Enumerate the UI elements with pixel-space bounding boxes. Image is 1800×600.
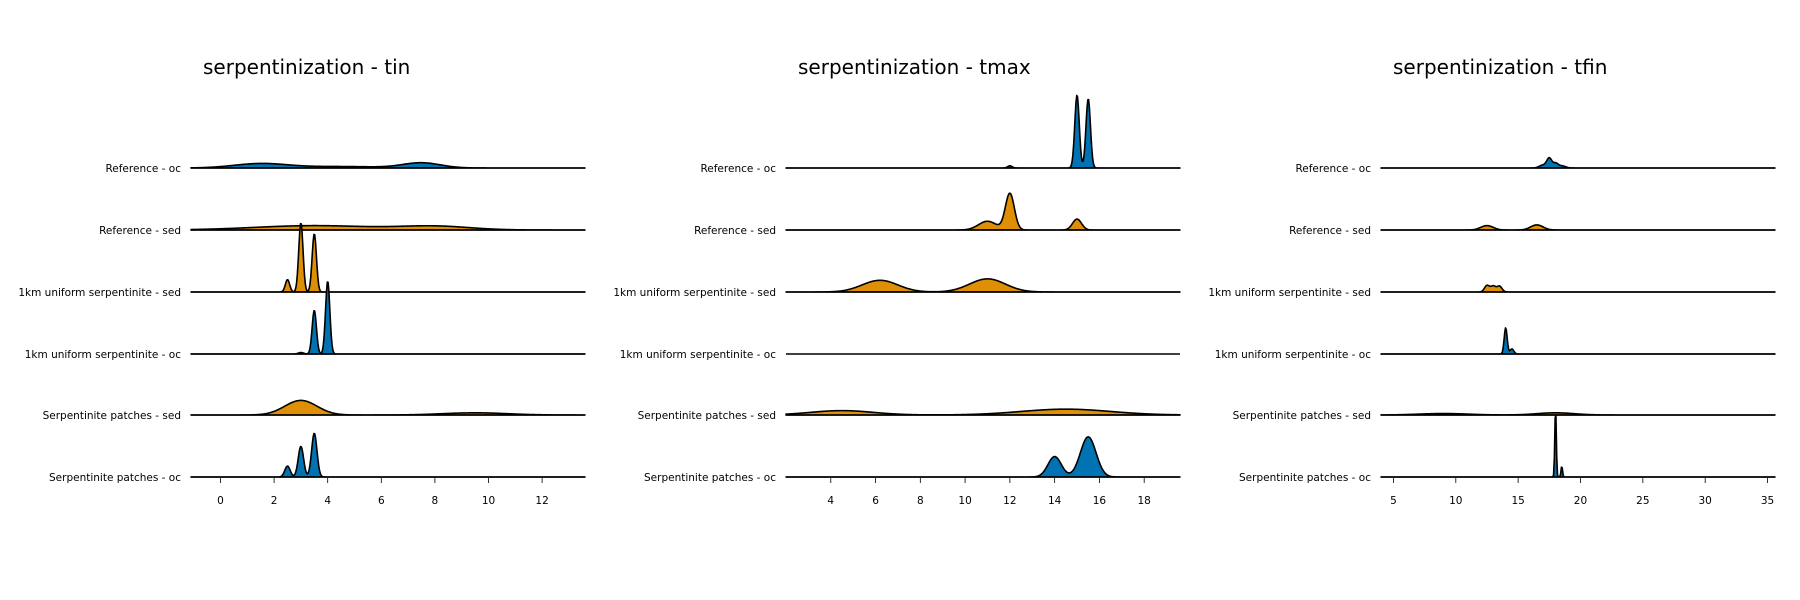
density-curve	[190, 281, 586, 355]
ridge-reference-sed: Reference - sed	[99, 224, 586, 237]
row-label: Reference - oc	[105, 163, 181, 175]
row-label: 1km uniform serpentinite - oc	[25, 349, 181, 361]
x-axis: 5 10 15 20 25 30 35	[1390, 478, 1774, 507]
row-label: Serpentinite patches - sed	[638, 410, 776, 422]
x-tick-label: 12	[1003, 495, 1016, 507]
row-label: 1km uniform serpentinite - sed	[1208, 287, 1371, 299]
panel-title: serpentinization - tin	[203, 55, 410, 79]
row-label: 1km uniform serpentinite - oc	[620, 349, 776, 361]
ridge-1km-uniform-serpentinite-sed: 1km uniform serpentinite - sed	[613, 278, 1181, 299]
ridge-serpentinite-patches-oc: Serpentinite patches - oc	[644, 436, 1181, 484]
ridge-1km-uniform-serpentinite-sed: 1km uniform serpentinite - sed	[18, 222, 586, 299]
ridge-reference-sed: Reference - sed	[1289, 224, 1776, 237]
density-curve	[190, 399, 586, 416]
ridge-serpentinite-patches-sed: Serpentinite patches - sed	[1233, 410, 1776, 422]
x-tick-label: 18	[1137, 495, 1150, 507]
ridge-1km-uniform-serpentinite-sed: 1km uniform serpentinite - sed	[1208, 284, 1776, 299]
density-curve	[785, 192, 1181, 231]
row-label: Serpentinite patches - sed	[43, 410, 181, 422]
x-axis: 0 2 4 6 8 10 12	[217, 478, 549, 507]
ridge-reference-oc: Reference - oc	[1295, 156, 1776, 175]
ridge-serpentinite-patches-oc: Serpentinite patches - oc	[1239, 415, 1776, 484]
x-tick-label: 15	[1511, 495, 1524, 507]
x-tick-label: 5	[1390, 495, 1397, 507]
row-label: 1km uniform serpentinite - sed	[613, 287, 776, 299]
x-tick-label: 8	[917, 495, 924, 507]
row-label: 1km uniform serpentinite - sed	[18, 287, 181, 299]
panel-2: serpentinization - tmax Reference - oc Ref…	[613, 55, 1181, 507]
ridge-reference-sed: Reference - sed	[694, 192, 1181, 237]
x-tick-label: 10	[482, 495, 495, 507]
x-tick-label: 6	[872, 495, 879, 507]
row-label: Reference - sed	[1289, 225, 1371, 237]
panels: serpentinization - tin Reference - oc Refe…	[18, 55, 1776, 507]
row-label: Reference - oc	[700, 163, 776, 175]
density-curve	[190, 432, 586, 478]
ridge-reference-oc: Reference - oc	[105, 161, 586, 175]
x-tick-label: 2	[271, 495, 278, 507]
row-label: Serpentinite patches - oc	[49, 472, 181, 484]
x-tick-label: 12	[535, 495, 548, 507]
x-tick-label: 0	[217, 495, 224, 507]
ridge-1km-uniform-serpentinite-oc: 1km uniform serpentinite - oc	[1215, 327, 1776, 361]
density-curve	[785, 94, 1181, 169]
ridge-reference-oc: Reference - oc	[700, 94, 1181, 175]
panel-1: serpentinization - tin Reference - oc Refe…	[18, 55, 586, 507]
density-curve	[785, 436, 1181, 478]
panel-title: serpentinization - tfin	[1393, 55, 1607, 79]
row-label: Reference - sed	[694, 225, 776, 237]
row-label: Serpentinite patches - sed	[1233, 410, 1371, 422]
ridge-serpentinite-patches-sed: Serpentinite patches - sed	[43, 399, 586, 422]
x-tick-label: 14	[1048, 495, 1062, 507]
density-curve	[785, 278, 1181, 293]
x-tick-label: 10	[958, 495, 971, 507]
row-label: 1km uniform serpentinite - oc	[1215, 349, 1371, 361]
x-tick-label: 4	[324, 495, 331, 507]
x-tick-label: 25	[1636, 495, 1649, 507]
x-tick-label: 20	[1574, 495, 1587, 507]
ridge-serpentinite-patches-sed: Serpentinite patches - sed	[638, 408, 1181, 422]
x-tick-label: 8	[432, 495, 439, 507]
density-curve	[1380, 156, 1776, 169]
row-label: Reference - oc	[1295, 163, 1371, 175]
x-tick-label: 10	[1449, 495, 1462, 507]
x-axis: 4 6 8 10 12 14 16 18	[827, 478, 1151, 507]
x-tick-label: 35	[1761, 495, 1774, 507]
row-label: Serpentinite patches - oc	[644, 472, 776, 484]
x-tick-label: 16	[1093, 495, 1107, 507]
panel-3: serpentinization - tfin Reference - oc Ref…	[1208, 55, 1776, 507]
row-label: Reference - sed	[99, 225, 181, 237]
panel-title: serpentinization - tmax	[798, 55, 1031, 79]
density-curve	[1380, 415, 1776, 478]
x-tick-label: 4	[827, 495, 834, 507]
density-curve	[190, 222, 586, 293]
x-tick-label: 6	[378, 495, 385, 507]
x-tick-label: 30	[1698, 495, 1711, 507]
ridge-1km-uniform-serpentinite-oc: 1km uniform serpentinite - oc	[25, 281, 586, 361]
density-curve	[1380, 284, 1776, 293]
ridge-serpentinite-patches-oc: Serpentinite patches - oc	[49, 432, 586, 484]
ridge-1km-uniform-serpentinite-oc: 1km uniform serpentinite - oc	[620, 349, 1180, 361]
row-label: Serpentinite patches - oc	[1239, 472, 1371, 484]
density-curve	[1380, 327, 1776, 355]
density-curve	[785, 408, 1181, 416]
